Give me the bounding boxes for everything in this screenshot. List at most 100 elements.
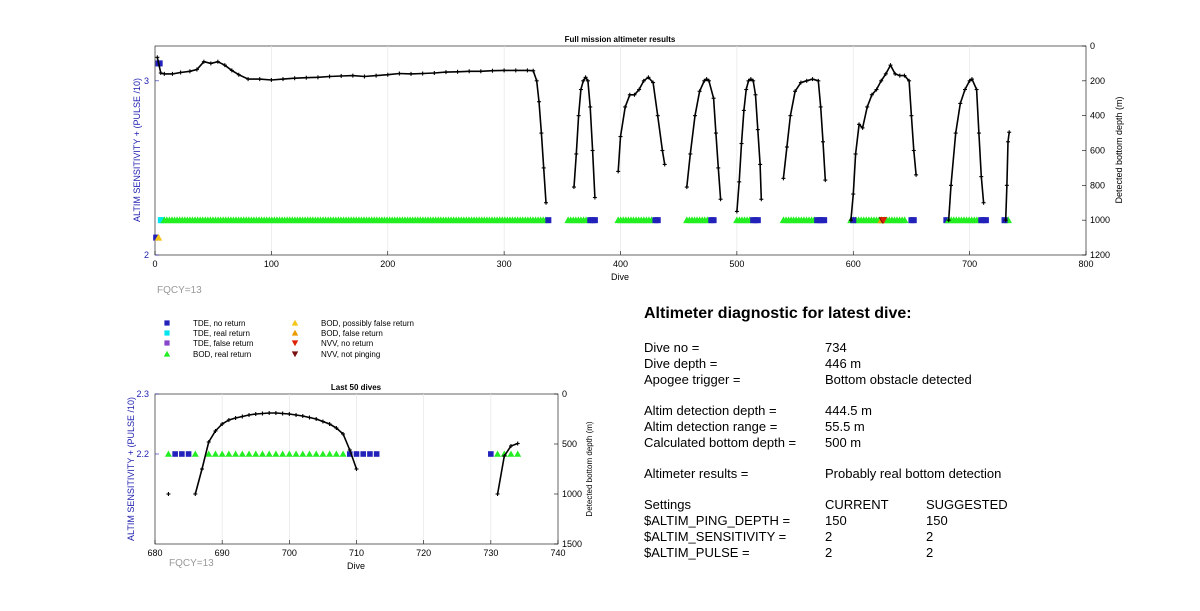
right-tick-label: 1000 xyxy=(562,489,582,499)
bod-real-return-marker xyxy=(339,450,347,457)
bod-real-return-marker xyxy=(299,450,307,457)
bod-real-return-marker xyxy=(500,450,508,457)
tde-no-return-marker xyxy=(156,60,163,67)
bottom-depth-point xyxy=(525,68,530,73)
bottom-depth-point xyxy=(236,72,241,77)
diagnostic-row: Apogee trigger = Bottom obstacle detected xyxy=(644,372,1164,388)
left-tick-label: 2 xyxy=(144,250,149,260)
nvv-no-return-marker xyxy=(879,217,888,224)
x-tick-label: 500 xyxy=(729,259,744,269)
row-label: Dive depth = xyxy=(644,356,718,371)
bottom-left-axis-label: ALTIM SENSITIVITY + (PULSE /10) xyxy=(126,397,136,541)
legend-label: NVV, no return xyxy=(321,339,373,348)
bottom-depth-point xyxy=(976,131,981,136)
row-value: Probably real bottom detection xyxy=(825,466,1002,481)
bod-real-return-marker xyxy=(514,450,522,457)
bod-real-return-marker xyxy=(319,450,327,457)
right-tick-label: 0 xyxy=(1090,41,1095,51)
bod-real-return-marker xyxy=(238,450,246,457)
bottom-depth-point xyxy=(798,80,803,85)
bottom-depth-point xyxy=(967,78,972,83)
bottom-depth-point xyxy=(704,77,709,82)
bod-real-return-marker xyxy=(164,450,172,457)
bottom-depth-point xyxy=(907,78,912,83)
bottom-depth-point xyxy=(641,78,646,83)
tde-no-return-marker xyxy=(373,451,380,457)
bottom-depth-point xyxy=(590,148,595,153)
bottom-depth-point xyxy=(544,200,549,205)
setting-current: 2 xyxy=(825,545,833,560)
bod-real-return-marker xyxy=(279,450,287,457)
bottom-depth-point xyxy=(409,71,414,76)
x-tick-label: 720 xyxy=(416,548,431,558)
row-value: 55.5 m xyxy=(825,419,865,434)
bottom-depth-point xyxy=(478,69,483,74)
bod-real-return-marker xyxy=(218,450,226,457)
bottom-depth-point xyxy=(539,131,544,136)
bottom-depth-point xyxy=(467,69,472,74)
bottom-depth-point xyxy=(781,176,786,181)
bottom-depth-point xyxy=(784,145,789,150)
bottom-depth-point xyxy=(660,148,665,153)
tde-no-return-marker xyxy=(821,217,828,224)
bottom-depth-point xyxy=(902,73,907,78)
x-tick-label: 730 xyxy=(483,548,498,558)
bod-possibly-false-legend-icon xyxy=(291,319,299,326)
bottom-depth-point xyxy=(879,78,884,83)
tde-no-return-marker xyxy=(654,217,661,224)
bottom-depth-point xyxy=(627,92,632,97)
bottom-depth-point xyxy=(616,169,621,174)
bod-real-return-marker xyxy=(507,450,515,457)
bottom-depth-point xyxy=(804,78,809,83)
x-tick-label: 690 xyxy=(215,548,230,558)
bottom-depth-point xyxy=(339,73,344,78)
top-depth-series xyxy=(155,55,1012,223)
bottom-depth-point xyxy=(334,426,339,430)
bottom-depth-point xyxy=(909,113,914,118)
legend-label: NVV, not pinging xyxy=(321,350,380,359)
bottom-depth-point xyxy=(818,104,823,109)
bottom-depth-point xyxy=(748,77,753,82)
diagnostic-row: Calculated bottom depth = 500 m xyxy=(644,435,1164,451)
tde-no-return-marker xyxy=(710,217,717,224)
bottom-depth-point xyxy=(508,444,513,448)
bottom-depth-point xyxy=(260,411,265,416)
bottom-depth-point xyxy=(897,73,902,78)
left-tick-label: 2.3 xyxy=(136,389,149,399)
bottom-depth-point xyxy=(571,185,576,190)
right-tick-label: 0 xyxy=(562,389,567,399)
x-tick-label: 100 xyxy=(264,259,279,269)
diagnostic-heading: Altimeter diagnostic for latest dive: xyxy=(644,305,912,322)
bottom-depth-point xyxy=(240,414,245,419)
legend-label: BOD, false return xyxy=(321,329,383,338)
row-value: 446 m xyxy=(825,356,862,371)
bottom-depth-point xyxy=(1006,139,1011,144)
bottom-depth-point xyxy=(502,68,507,73)
bottom-depth-point xyxy=(893,71,898,76)
row-value: 444.5 m xyxy=(825,403,872,418)
top-right-axis-label: Detected bottom depth (m) xyxy=(1114,96,1124,203)
bottom-depth-point xyxy=(294,413,299,417)
bottom-depth-point xyxy=(269,77,274,82)
bottom-depth-point xyxy=(257,77,262,82)
bottom-depth-point xyxy=(632,92,637,97)
diagnostic-row: Altim detection depth = 444.5 m xyxy=(644,403,1164,419)
right-tick-label: 1200 xyxy=(1090,250,1110,260)
bottom-depth-point xyxy=(314,417,319,421)
bottom-depth-point xyxy=(1004,183,1009,188)
x-tick-label: 200 xyxy=(380,259,395,269)
right-tick-label: 1500 xyxy=(562,539,582,549)
bottom-depth-point xyxy=(751,78,756,83)
legend-item: TDE, false return xyxy=(164,339,253,348)
bottom-depth-line xyxy=(617,76,666,172)
bottom-depth-point xyxy=(280,411,285,416)
bottom-depth-point xyxy=(166,492,171,496)
x-tick-label: 400 xyxy=(613,259,628,269)
bottom-depth-point xyxy=(222,63,227,68)
bottom-depth-point xyxy=(793,89,798,94)
bottom-depth-point xyxy=(702,78,707,83)
bottom-depth-point xyxy=(646,75,651,80)
bottom-depth-point xyxy=(946,218,951,223)
